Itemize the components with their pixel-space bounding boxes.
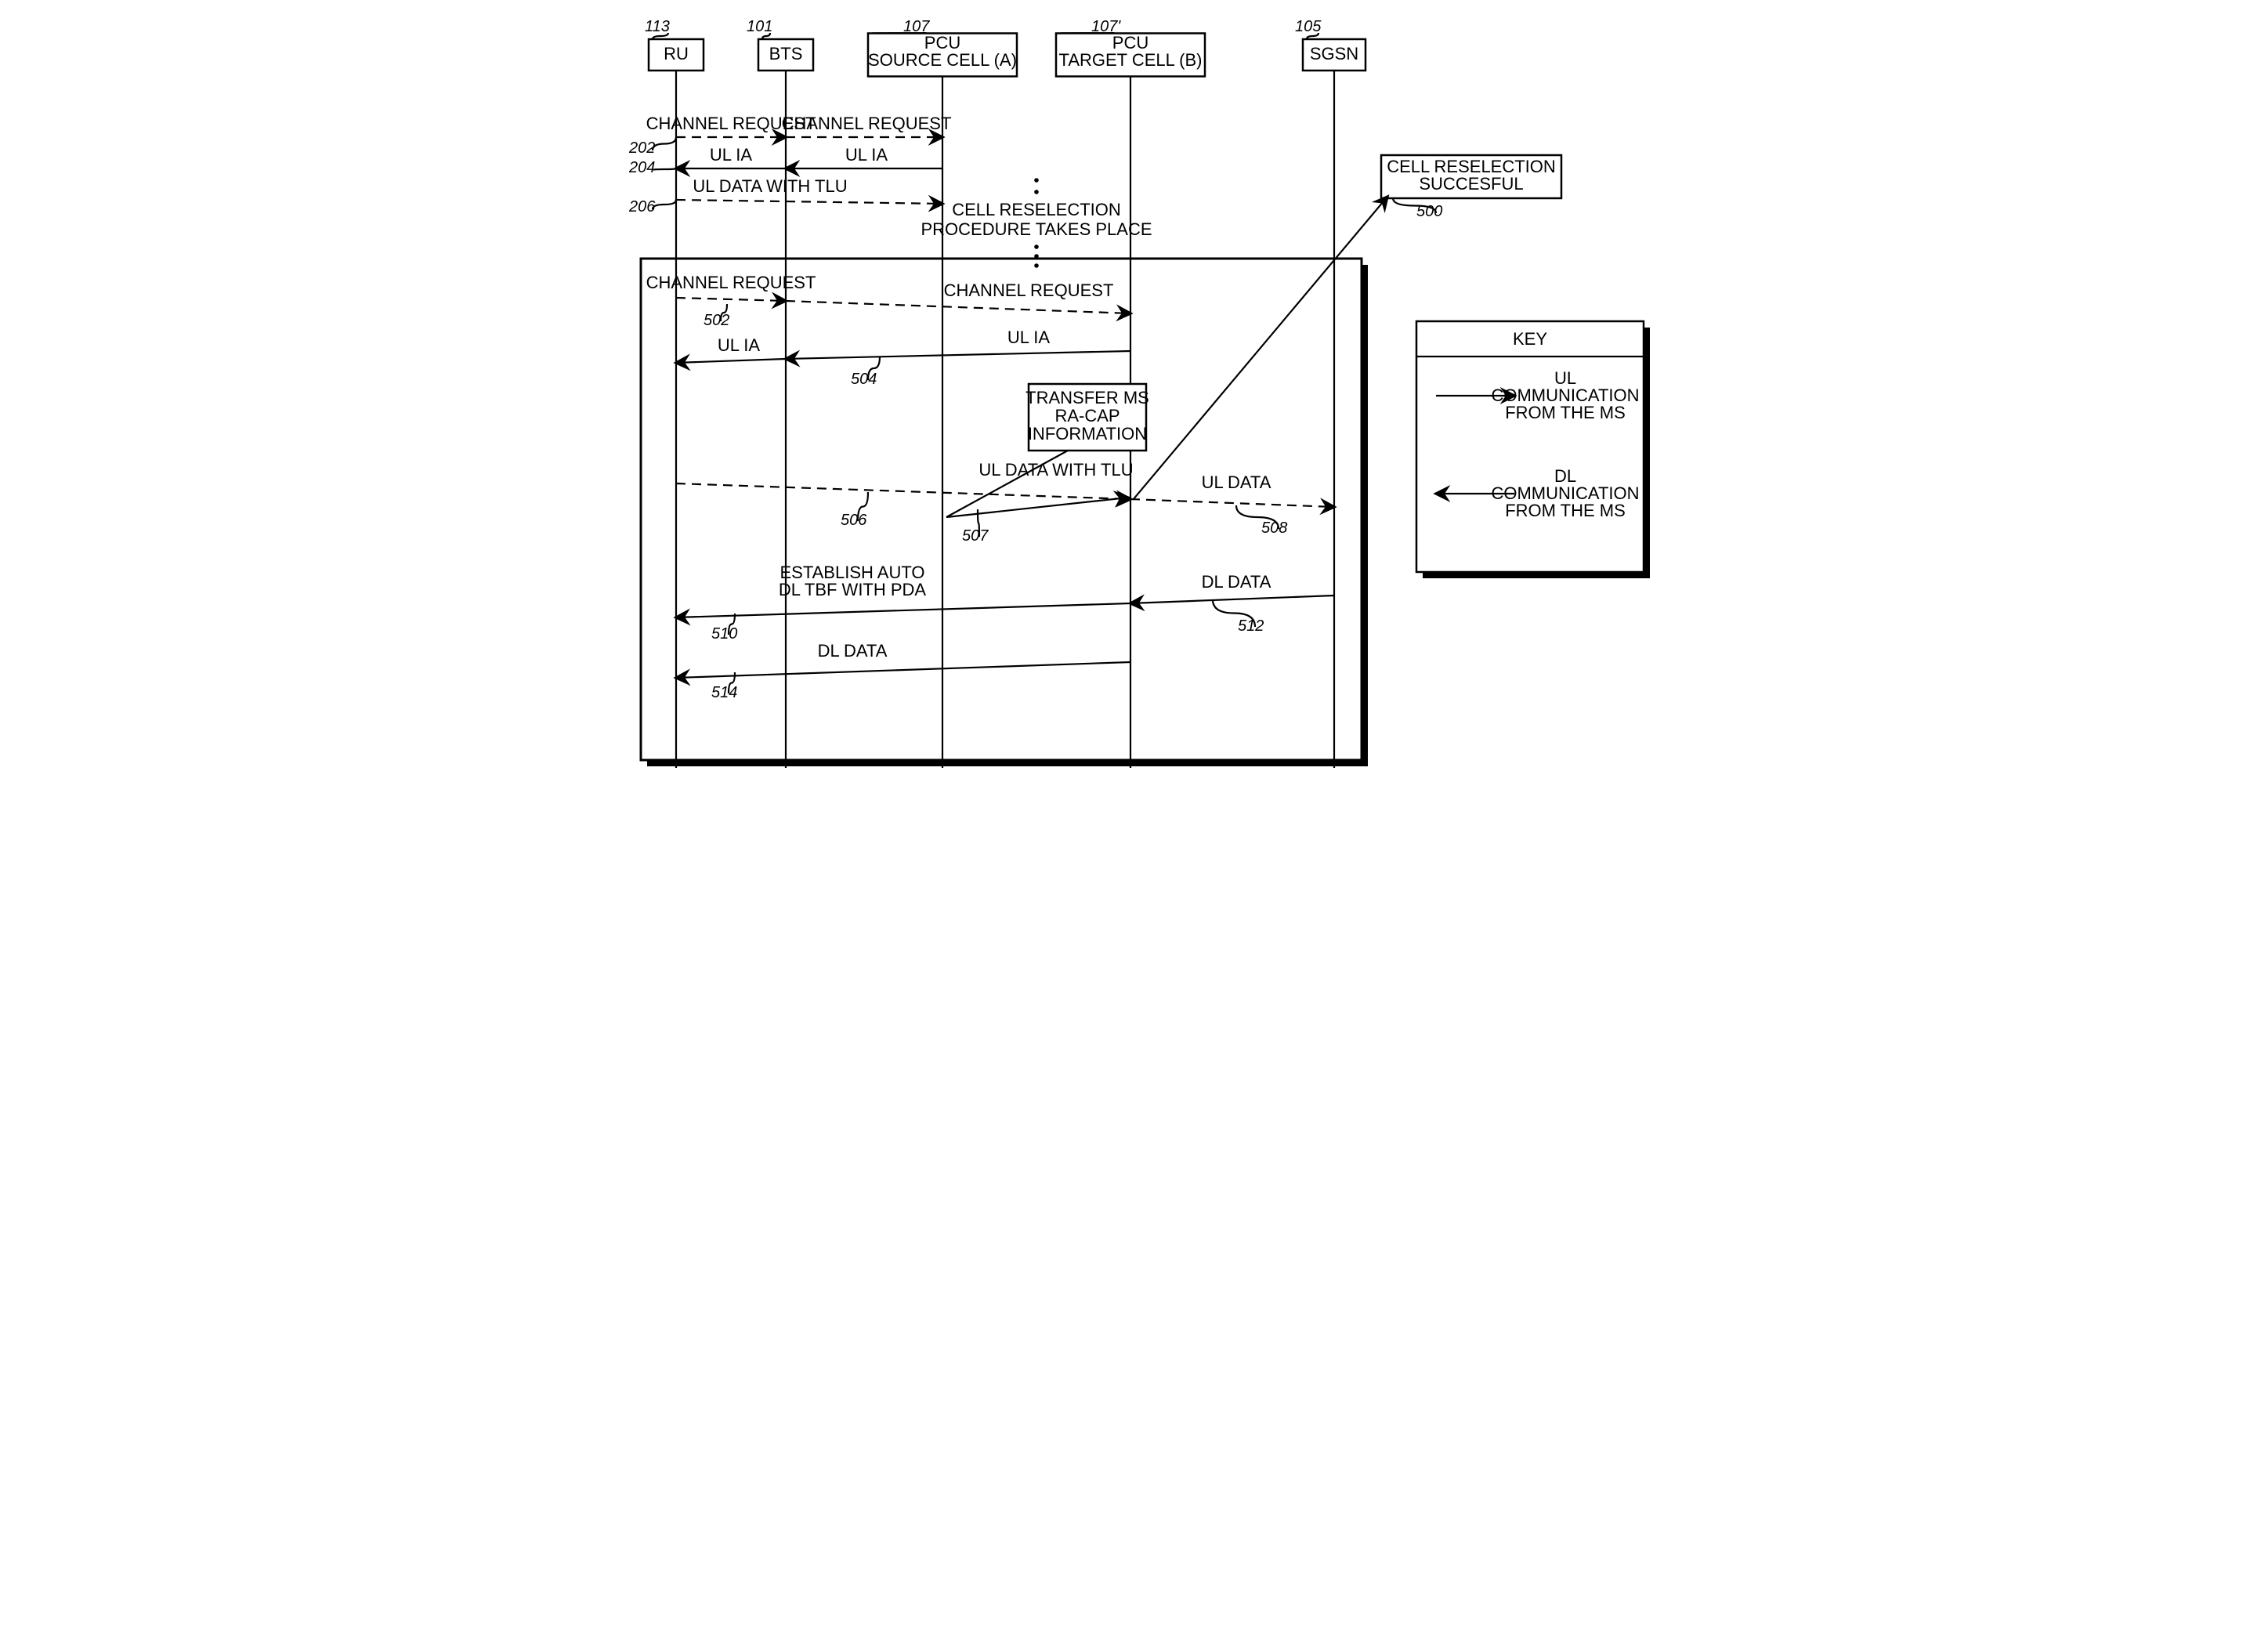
svg-text:SUCCESFUL: SUCCESFUL bbox=[1419, 174, 1523, 194]
ref-502: 502 bbox=[704, 312, 729, 329]
ref-202: 202 bbox=[628, 139, 655, 157]
key-legend bbox=[1416, 321, 1644, 572]
svg-text:UL IA: UL IA bbox=[1007, 328, 1050, 347]
svg-text:KEY: KEY bbox=[1512, 329, 1546, 349]
sequence-diagram: RU113BTS101PCUSOURCE CELL (A)107PCUTARGE… bbox=[586, 16, 1683, 799]
svg-text:TRANSFER MS: TRANSFER MS bbox=[1025, 388, 1149, 407]
svg-text:CELL RESELECTION: CELL RESELECTION bbox=[952, 200, 1121, 219]
svg-text:CHANNEL REQUEST: CHANNEL REQUEST bbox=[943, 281, 1113, 300]
svg-text:DL TBF WITH PDA: DL TBF WITH PDA bbox=[778, 580, 926, 599]
svg-text:UL IA: UL IA bbox=[717, 335, 760, 355]
ref-508: 508 bbox=[1261, 520, 1287, 537]
ref-206: 206 bbox=[628, 198, 656, 215]
svg-text:FROM THE MS: FROM THE MS bbox=[1505, 501, 1626, 520]
ref-204: 204 bbox=[628, 159, 655, 176]
svg-text:UL DATA: UL DATA bbox=[1201, 472, 1271, 492]
svg-text:RA-CAP: RA-CAP bbox=[1054, 406, 1120, 425]
svg-text:UL IA: UL IA bbox=[845, 145, 888, 165]
svg-text:101: 101 bbox=[747, 18, 772, 35]
ref-506: 506 bbox=[841, 512, 867, 529]
svg-text:CHANNEL REQUEST: CHANNEL REQUEST bbox=[646, 273, 816, 292]
svg-text:113: 113 bbox=[645, 18, 670, 35]
svg-text:UL DATA WITH TLU: UL DATA WITH TLU bbox=[978, 460, 1133, 480]
svg-text:FROM THE MS: FROM THE MS bbox=[1505, 403, 1626, 422]
svg-text:PROCEDURE TAKES PLACE: PROCEDURE TAKES PLACE bbox=[921, 219, 1152, 239]
svg-text:DL DATA: DL DATA bbox=[1201, 572, 1271, 592]
svg-text:SGSN: SGSN bbox=[1309, 44, 1358, 63]
svg-text:105: 105 bbox=[1295, 18, 1322, 35]
svg-text:CHANNEL REQUEST: CHANNEL REQUEST bbox=[781, 114, 951, 133]
svg-text:UL DATA WITH TLU: UL DATA WITH TLU bbox=[693, 176, 847, 196]
ref-504: 504 bbox=[851, 371, 877, 388]
ref-507: 507 bbox=[962, 527, 989, 545]
ref-514: 514 bbox=[711, 684, 737, 701]
svg-text:UL IA: UL IA bbox=[709, 145, 752, 165]
svg-text:INFORMATION: INFORMATION bbox=[1027, 424, 1146, 443]
svg-text:SOURCE CELL (A): SOURCE CELL (A) bbox=[868, 50, 1017, 70]
svg-text:RU: RU bbox=[664, 44, 689, 63]
msg-uldata_tlu bbox=[676, 200, 942, 204]
svg-text:BTS: BTS bbox=[769, 44, 802, 63]
diagram-root: RU113BTS101PCUSOURCE CELL (A)107PCUTARGE… bbox=[586, 16, 1683, 799]
svg-text:DL DATA: DL DATA bbox=[817, 641, 887, 661]
ref-512: 512 bbox=[1238, 617, 1264, 635]
ref-510: 510 bbox=[711, 625, 737, 643]
svg-text:TARGET CELL (B): TARGET CELL (B) bbox=[1058, 50, 1202, 70]
